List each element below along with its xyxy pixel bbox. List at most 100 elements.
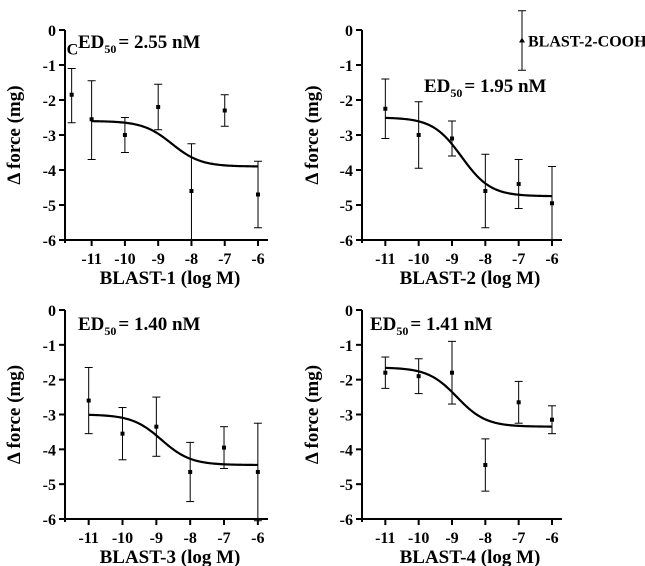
- x-tick-label: -11: [375, 251, 395, 268]
- y-axis-title: Δ force (mg): [302, 85, 323, 184]
- data-point-marker: [189, 189, 194, 193]
- fit-curve: [385, 116, 553, 198]
- data-point-marker: [188, 469, 193, 474]
- x-tick-label: -8: [185, 251, 198, 268]
- y-tick-label: -6: [340, 512, 353, 529]
- y-axis-title: Δ force (mg): [4, 85, 25, 184]
- data-point-marker: [256, 192, 261, 197]
- y-tick-label: -1: [43, 338, 56, 355]
- x-tick-label: -11: [81, 251, 101, 268]
- x-tick-label: -6: [251, 530, 264, 547]
- data-point-marker: [383, 106, 388, 111]
- y-tick-label: -6: [340, 233, 353, 250]
- y-tick-label: 0: [48, 303, 56, 320]
- x-axis-title: BLAST-1 (log M): [100, 268, 241, 289]
- chart-panel-blast-3: 0 -1 -2 -3 -4 -5 -6 -11 -10 -9 -8 -7 -6 BLAST-3 (log …: [4, 303, 268, 566]
- data-point-marker: [222, 445, 227, 450]
- x-tick-label: -10: [114, 251, 135, 268]
- y-tick-label: -1: [340, 338, 353, 355]
- data-point-marker: [450, 370, 454, 375]
- x-tick-label: -6: [545, 251, 558, 268]
- y-axis-title: Δ force (mg): [4, 365, 25, 464]
- data-point-marker: [516, 400, 521, 405]
- x-axis-title: BLAST-2 (log M): [400, 268, 541, 289]
- x-tick-label: -7: [217, 530, 230, 547]
- y-tick-label: -2: [340, 373, 353, 390]
- data-point-marker: [383, 370, 388, 375]
- data-point-marker: [483, 189, 488, 193]
- x-tick-label: -7: [512, 251, 525, 268]
- x-tick-label: -8: [479, 251, 492, 268]
- data-point-marker: [255, 469, 260, 474]
- data-point-marker: [483, 463, 488, 468]
- y-tick-label: -5: [340, 477, 353, 494]
- data-point-marker: [120, 431, 125, 436]
- y-tick-label: -1: [43, 58, 56, 75]
- data-point-marker: [122, 133, 127, 137]
- y-tick-label: -5: [43, 477, 56, 494]
- x-tick-label: -9: [152, 251, 165, 268]
- y-tick-label: -6: [43, 512, 56, 529]
- y-axis-title: Δ force (mg): [302, 365, 323, 464]
- y-tick-label: -4: [340, 442, 353, 459]
- data-point-marker: [154, 424, 159, 429]
- ed50-label: ED50 = 1.40 nM: [78, 314, 201, 338]
- data-point-marker: [416, 133, 421, 137]
- x-tick-label: -8: [184, 530, 197, 547]
- y-tick-label: 0: [345, 23, 353, 40]
- y-tick-label: 0: [345, 303, 353, 320]
- x-tick-label: -8: [479, 530, 492, 547]
- control-label: C: [67, 42, 79, 59]
- y-tick-label: -2: [43, 373, 56, 390]
- y-tick-label: -6: [43, 233, 56, 250]
- y-tick-label: -2: [340, 93, 353, 110]
- chart-panel-blast-1: 0 -1 -2 -3 -4 -5 -6 -11 -10 -9 -8 -7 -6 BLAST-1 (log …: [4, 23, 268, 289]
- x-tick-label: -11: [78, 530, 98, 547]
- ed50-label: ED50 = 2.55 nM: [78, 32, 201, 56]
- y-tick-label: -4: [43, 442, 56, 459]
- x-axis-title: BLAST-3 (log M): [100, 547, 241, 566]
- y-tick-label: -1: [340, 58, 353, 75]
- x-tick-label: -9: [445, 251, 458, 268]
- y-tick-label: -2: [43, 93, 56, 110]
- data-point-marker: [89, 117, 94, 122]
- x-tick-label: -10: [112, 530, 133, 547]
- data-point-marker: [550, 417, 554, 422]
- x-axis-title: BLAST-4 (log M): [400, 547, 541, 566]
- y-tick-label: -5: [43, 198, 56, 215]
- x-tick-label: -9: [150, 530, 163, 547]
- x-tick-label: -7: [512, 530, 525, 547]
- legend-marker-marker: [519, 37, 525, 43]
- data-point-marker: [222, 108, 227, 113]
- data-point-marker: [550, 201, 554, 206]
- y-tick-label: -4: [340, 163, 353, 180]
- fit-curve: [91, 120, 259, 168]
- legend-label: BLAST-2-COOH: [528, 34, 645, 51]
- y-tick-label: 0: [48, 23, 56, 40]
- ed50-label: ED50 = 1.41 nM: [370, 314, 493, 338]
- y-tick-label: -3: [43, 128, 56, 145]
- x-tick-label: -6: [545, 530, 558, 547]
- x-tick-label: -10: [408, 530, 429, 547]
- fit-curve: [385, 366, 553, 428]
- fit-curve: [88, 413, 258, 467]
- x-tick-label: -6: [251, 251, 264, 268]
- ed50-label: ED50 = 1.95 nM: [424, 76, 547, 100]
- data-point-marker: [156, 105, 161, 109]
- y-tick-label: -3: [340, 128, 353, 145]
- data-point-marker: [450, 136, 454, 141]
- data-point-marker: [516, 182, 521, 186]
- control-point-marker: [69, 92, 74, 97]
- y-tick-label: -3: [340, 408, 353, 425]
- y-tick-label: -3: [43, 408, 56, 425]
- y-tick-label: -4: [43, 163, 56, 180]
- y-tick-label: -5: [340, 198, 353, 215]
- x-tick-label: -9: [445, 530, 458, 547]
- data-point-marker: [416, 374, 421, 379]
- x-tick-label: -7: [218, 251, 231, 268]
- data-point-marker: [86, 398, 91, 403]
- x-tick-label: -11: [375, 530, 395, 547]
